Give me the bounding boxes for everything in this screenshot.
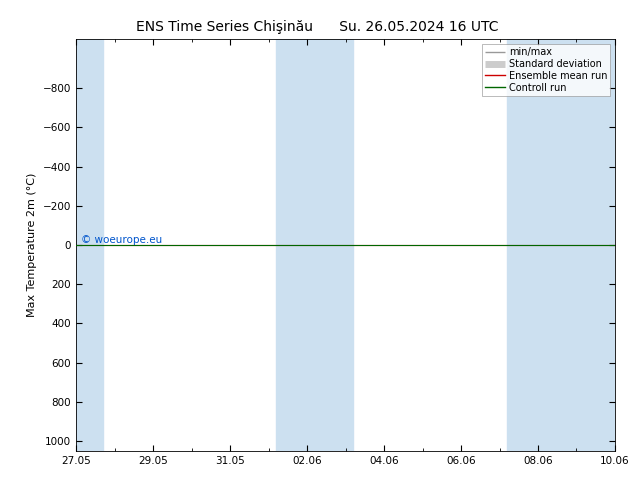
Text: © woeurope.eu: © woeurope.eu [81,235,163,245]
Text: ENS Time Series Chişinău      Su. 26.05.2024 16 UTC: ENS Time Series Chişinău Su. 26.05.2024 … [136,20,498,34]
Y-axis label: Max Temperature 2m (°C): Max Temperature 2m (°C) [27,173,37,317]
Bar [276,39,353,451]
Bar [507,39,615,451]
Bar [76,39,103,451]
Legend: min/max, Standard deviation, Ensemble mean run, Controll run: min/max, Standard deviation, Ensemble me… [482,44,610,96]
